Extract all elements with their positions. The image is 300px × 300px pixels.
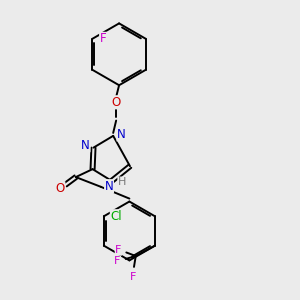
Text: H: H [118,177,126,187]
Text: N: N [117,128,126,141]
Text: O: O [112,96,121,109]
Text: F: F [114,256,120,266]
Text: N: N [81,139,90,152]
Text: F: F [100,32,106,45]
Text: O: O [56,182,65,195]
Text: Cl: Cl [110,210,122,223]
Text: N: N [105,180,113,193]
Text: F: F [130,272,136,282]
Text: F: F [115,245,122,255]
